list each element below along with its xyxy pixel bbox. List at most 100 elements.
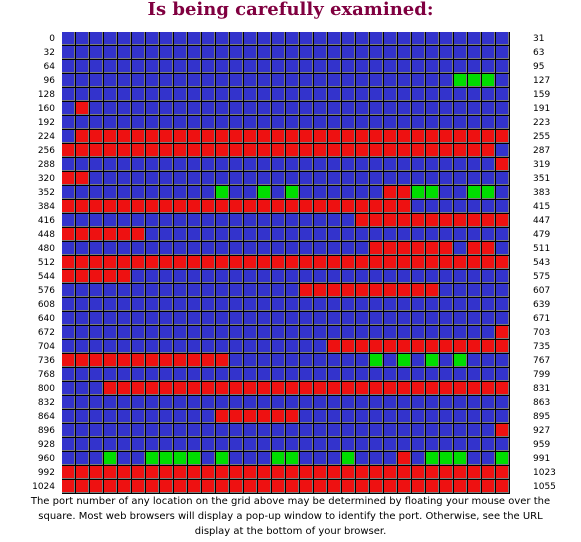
port-cell[interactable] [160, 242, 173, 255]
port-cell[interactable] [90, 116, 103, 129]
port-cell[interactable] [230, 186, 243, 199]
port-cell[interactable] [454, 116, 467, 129]
port-cell[interactable] [300, 480, 313, 493]
port-cell[interactable] [398, 340, 411, 353]
port-cell[interactable] [62, 410, 75, 423]
port-cell[interactable] [454, 284, 467, 297]
port-cell[interactable] [384, 102, 397, 115]
port-cell[interactable] [468, 242, 481, 255]
port-cell[interactable] [342, 340, 355, 353]
port-cell[interactable] [356, 74, 369, 87]
port-cell[interactable] [132, 228, 145, 241]
port-cell[interactable] [62, 438, 75, 451]
port-cell[interactable] [286, 270, 299, 283]
port-cell[interactable] [132, 438, 145, 451]
port-cell[interactable] [244, 130, 257, 143]
port-cell[interactable] [328, 270, 341, 283]
port-cell[interactable] [454, 158, 467, 171]
port-cell[interactable] [202, 74, 215, 87]
port-cell[interactable] [202, 368, 215, 381]
port-cell[interactable] [328, 32, 341, 45]
port-cell[interactable] [496, 410, 509, 423]
port-cell[interactable] [314, 116, 327, 129]
port-cell[interactable] [244, 116, 257, 129]
port-cell[interactable] [174, 228, 187, 241]
port-cell[interactable] [272, 116, 285, 129]
port-cell[interactable] [328, 368, 341, 381]
port-cell[interactable] [356, 214, 369, 227]
port-cell[interactable] [482, 116, 495, 129]
port-cell[interactable] [370, 228, 383, 241]
port-cell[interactable] [202, 186, 215, 199]
port-cell[interactable] [426, 60, 439, 73]
port-cell[interactable] [468, 32, 481, 45]
port-cell[interactable] [188, 424, 201, 437]
port-cell[interactable] [118, 116, 131, 129]
port-cell[interactable] [90, 382, 103, 395]
port-cell[interactable] [104, 228, 117, 241]
port-cell[interactable] [132, 312, 145, 325]
port-cell[interactable] [90, 270, 103, 283]
port-cell[interactable] [384, 256, 397, 269]
port-cell[interactable] [76, 270, 89, 283]
port-cell[interactable] [328, 74, 341, 87]
port-cell[interactable] [272, 312, 285, 325]
port-cell[interactable] [398, 144, 411, 157]
port-cell[interactable] [132, 172, 145, 185]
port-cell[interactable] [286, 60, 299, 73]
port-cell[interactable] [76, 466, 89, 479]
port-cell[interactable] [440, 312, 453, 325]
port-cell[interactable] [370, 368, 383, 381]
port-cell[interactable] [174, 284, 187, 297]
port-cell[interactable] [76, 228, 89, 241]
port-cell[interactable] [286, 396, 299, 409]
port-cell[interactable] [188, 32, 201, 45]
port-cell[interactable] [230, 102, 243, 115]
port-cell[interactable] [188, 354, 201, 367]
port-cell[interactable] [244, 424, 257, 437]
port-cell[interactable] [454, 396, 467, 409]
port-cell[interactable] [286, 284, 299, 297]
port-cell[interactable] [426, 144, 439, 157]
port-cell[interactable] [146, 284, 159, 297]
port-cell[interactable] [328, 130, 341, 143]
port-cell[interactable] [146, 172, 159, 185]
port-cell[interactable] [286, 410, 299, 423]
port-cell[interactable] [398, 228, 411, 241]
port-cell[interactable] [356, 46, 369, 59]
port-cell[interactable] [426, 284, 439, 297]
port-cell[interactable] [482, 186, 495, 199]
port-cell[interactable] [370, 480, 383, 493]
port-cell[interactable] [118, 382, 131, 395]
port-cell[interactable] [468, 270, 481, 283]
port-cell[interactable] [314, 144, 327, 157]
port-cell[interactable] [118, 158, 131, 171]
port-cell[interactable] [244, 214, 257, 227]
port-cell[interactable] [132, 130, 145, 143]
port-cell[interactable] [286, 130, 299, 143]
port-cell[interactable] [412, 60, 425, 73]
port-cell[interactable] [118, 438, 131, 451]
port-cell[interactable] [300, 270, 313, 283]
port-cell[interactable] [230, 214, 243, 227]
port-cell[interactable] [188, 172, 201, 185]
port-cell[interactable] [272, 298, 285, 311]
port-cell[interactable] [342, 242, 355, 255]
port-cell[interactable] [244, 382, 257, 395]
port-cell[interactable] [258, 298, 271, 311]
port-cell[interactable] [286, 312, 299, 325]
port-cell[interactable] [104, 312, 117, 325]
port-cell[interactable] [62, 298, 75, 311]
port-cell[interactable] [342, 410, 355, 423]
port-cell[interactable] [202, 158, 215, 171]
port-cell[interactable] [188, 256, 201, 269]
port-cell[interactable] [496, 214, 509, 227]
port-cell[interactable] [132, 340, 145, 353]
port-cell[interactable] [482, 312, 495, 325]
port-cell[interactable] [328, 116, 341, 129]
port-cell[interactable] [440, 32, 453, 45]
port-cell[interactable] [426, 438, 439, 451]
port-cell[interactable] [174, 382, 187, 395]
port-cell[interactable] [216, 382, 229, 395]
port-cell[interactable] [216, 410, 229, 423]
